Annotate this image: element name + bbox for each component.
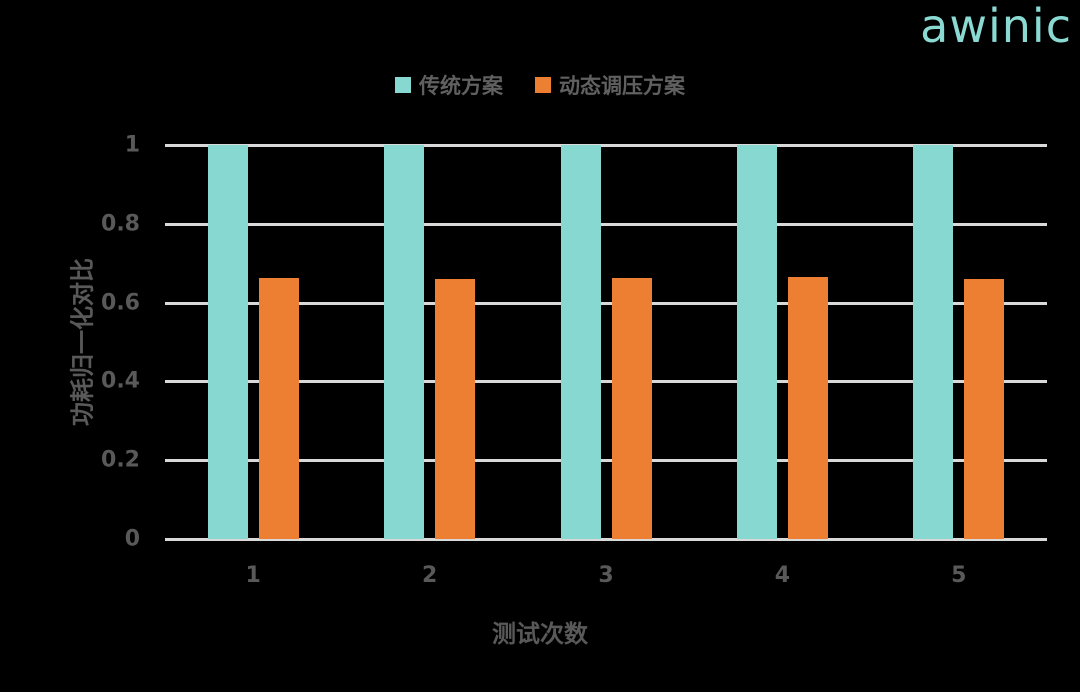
legend-item-2: 动态调压方案 [535,70,685,100]
y-tick-label: 0.6 [101,290,140,316]
x-tick-label: 1 [245,563,261,588]
y-tick-label: 0.4 [101,368,140,394]
x-tick-label: 3 [598,563,614,588]
bar-traditional-4 [736,145,777,539]
y-tick-label: 0 [124,526,140,552]
gridline [165,459,1047,463]
y-tick-label: 1 [124,132,140,158]
awinic-logo: awinic [920,0,1072,53]
gridline [165,380,1047,384]
bar-traditional-1 [207,145,248,539]
gridline [165,222,1047,226]
legend-item-1: 传统方案 [395,70,503,100]
y-axis-label: 功耗归一化对比 [68,258,97,426]
y-tick-label: 0.8 [101,211,140,237]
bar-dynamic-5 [964,279,1005,539]
bar-dynamic-1 [258,278,299,539]
gridline [165,538,1047,541]
y-tick-label: 0.2 [101,447,140,473]
bar-dynamic-3 [611,278,652,539]
bar-dynamic-4 [787,277,828,539]
x-axis-label: 测试次数 [492,620,588,648]
bar-traditional-3 [560,145,601,539]
legend-label: 传统方案 [419,74,503,98]
plot-area [165,144,1047,541]
bar-traditional-2 [384,145,425,539]
legend-swatch [535,77,551,93]
gridline [165,301,1047,305]
legend-swatch [395,77,411,93]
bar-traditional-5 [913,145,954,539]
legend-label: 动态调压方案 [559,74,685,98]
x-tick-label: 2 [421,563,438,588]
chart-legend: 传统方案 动态调压方案 [0,70,1080,100]
gridline [165,144,1047,147]
x-tick-label: 4 [774,563,791,588]
bar-dynamic-2 [435,279,476,539]
x-tick-label: 5 [951,563,967,588]
